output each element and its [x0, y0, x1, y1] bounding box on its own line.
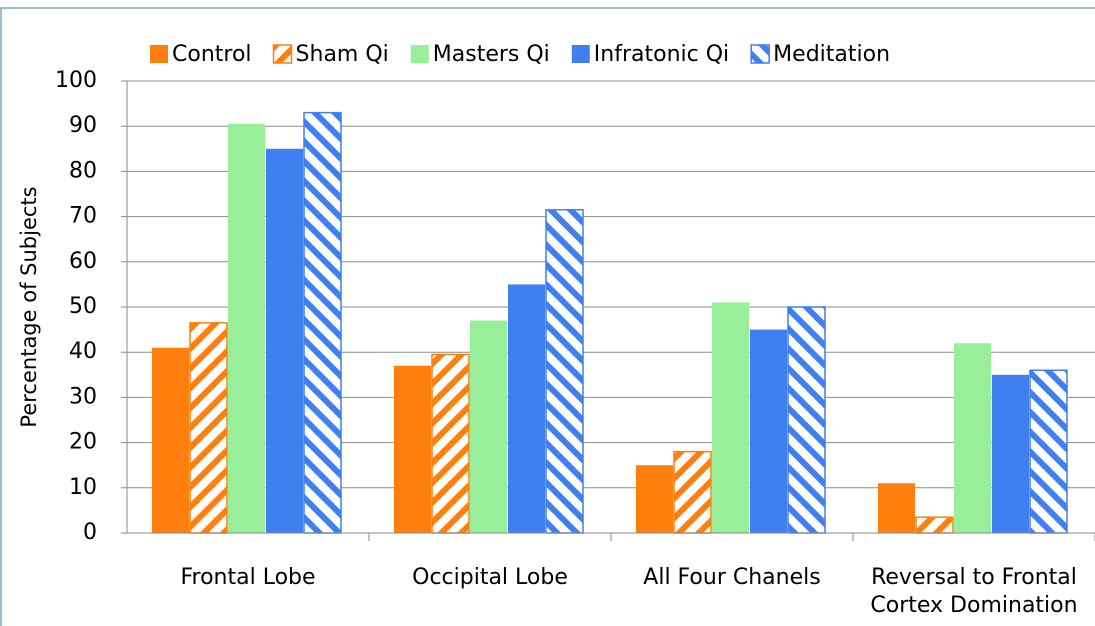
legend-label: Masters Qi [433, 42, 550, 67]
legend-swatch [571, 45, 590, 63]
bar [394, 365, 431, 533]
bar [954, 343, 991, 533]
y-tick-label: 30 [69, 384, 97, 409]
bar [992, 374, 1029, 533]
legend-swatch [750, 44, 770, 64]
bar [431, 353, 470, 534]
y-tick-label: 100 [55, 68, 97, 93]
y-tick-label: 10 [69, 475, 97, 500]
bar [787, 306, 826, 534]
bar [1029, 369, 1068, 534]
legend-swatch [272, 44, 293, 64]
y-tick-label: 50 [69, 294, 97, 319]
bar [303, 111, 342, 534]
y-tick-label: 40 [69, 339, 97, 364]
bar [189, 322, 228, 534]
bar [508, 284, 545, 533]
y-axis-label: Percentage of Subjects [17, 186, 41, 427]
bar [636, 465, 673, 533]
bar [915, 516, 954, 534]
legend-label: Sham Qi [296, 42, 389, 67]
bar [712, 302, 749, 533]
y-tick-label: 60 [69, 249, 97, 274]
legend-label: Control [172, 42, 252, 67]
bar [545, 209, 584, 534]
x-tick-label: Frontal Lobe [180, 565, 315, 590]
bar [878, 483, 915, 533]
y-tick-label: 80 [69, 158, 97, 183]
y-tick-label: 20 [69, 430, 97, 455]
x-tick-label: Reversal to Frontal Cortex Domination [870, 565, 1077, 618]
bar [266, 148, 303, 534]
x-tick-label: Occipital Lobe [412, 565, 568, 590]
legend-swatch [410, 45, 429, 63]
legend-label: Meditation [773, 42, 890, 67]
bar [470, 320, 507, 533]
legend-label: Infratonic Qi [594, 42, 729, 67]
y-tick-label: 70 [69, 204, 97, 229]
y-tick-label: 90 [69, 113, 97, 138]
legend-swatch [150, 45, 168, 63]
bar [152, 347, 189, 533]
bar [673, 450, 712, 534]
y-tick-label: 0 [83, 520, 97, 545]
x-tick-label: All Four Chanels [643, 565, 820, 590]
bar [228, 123, 265, 533]
bar [750, 329, 787, 533]
